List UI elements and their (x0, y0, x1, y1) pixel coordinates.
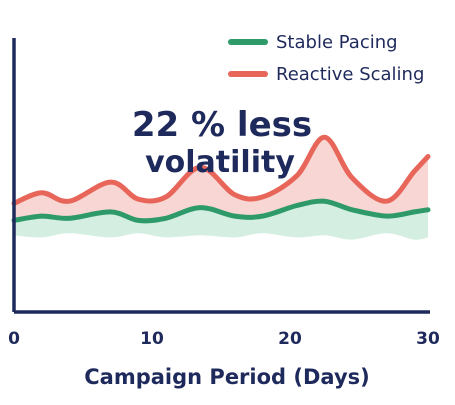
x-tick-label: 10 (140, 329, 164, 349)
chart-lines (11, 134, 431, 224)
legend: Stable Pacing Reactive Scaling (228, 32, 424, 85)
legend-label-reactive: Reactive Scaling (276, 64, 424, 85)
x-tick-label: 0 (8, 329, 20, 349)
reactive-scaling-line (11, 134, 431, 206)
x-tick-label: 20 (278, 329, 302, 349)
x-tick-label: 30 (416, 329, 440, 349)
stable-pacing-line (11, 198, 431, 224)
x-axis-label: Campaign Period (Days) (84, 365, 369, 389)
annotation-line2: volatility (145, 145, 295, 180)
annotation-line1: 22 % less (132, 105, 312, 145)
stable-band (14, 201, 428, 240)
legend-label-stable: Stable Pacing (276, 32, 398, 53)
x-ticks: 0 10 20 30 (8, 329, 440, 349)
